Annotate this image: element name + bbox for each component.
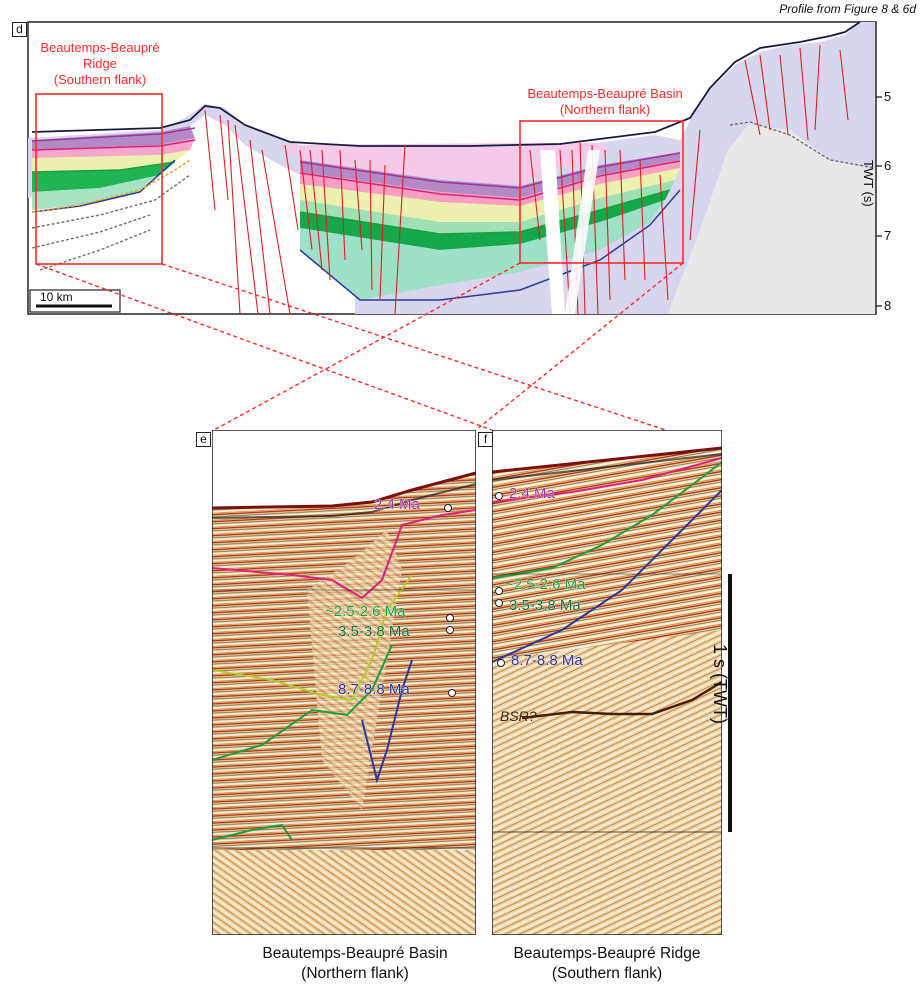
- panel-f-caption: Beautemps-Beaupré Ridge (Southern flank): [482, 944, 732, 984]
- panel-e-caption-line-2: (Northern flank): [225, 964, 485, 984]
- bsr-label: BSR?: [500, 708, 537, 724]
- marker-f-3-5-dot: [495, 599, 503, 607]
- time-scale-label: 1 s (TWT): [709, 644, 730, 724]
- panel-f-caption-line-1: Beautemps-Beaupré Ridge: [482, 944, 732, 964]
- marker-e-8-7: 8.7-8.8 Ma: [338, 681, 410, 698]
- marker-f-8-7-dot: [497, 659, 505, 667]
- marker-e-2-4-dot: [444, 504, 452, 512]
- panel-e-caption-line-1: Beautemps-Beaupré Basin: [225, 944, 485, 964]
- marker-f-2-4: 2.4 Ma: [509, 485, 555, 502]
- panel-e-letter: e: [196, 432, 211, 447]
- marker-f-2-4-dot: [495, 492, 503, 500]
- marker-f-3-5: 3.5-3.8 Ma: [509, 597, 581, 614]
- panel-e-caption: Beautemps-Beaupré Basin (Northern flank): [225, 944, 485, 984]
- marker-f-2-5: ~2.5-2.6 Ma: [505, 576, 585, 593]
- marker-e-3-5-dot: [446, 626, 454, 634]
- marker-e-2-5-dot: [446, 614, 454, 622]
- panel-f-caption-line-2: (Southern flank): [482, 964, 732, 984]
- marker-f-8-7: 8.7-8.8 Ma: [511, 652, 583, 669]
- marker-e-8-7-dot: [448, 689, 456, 697]
- panel-f-letter: f: [478, 432, 493, 447]
- zoom-connector-lines: [0, 0, 922, 460]
- marker-e-2-4: 2.4 Ma: [374, 496, 420, 513]
- marker-f-2-5-dot: [495, 587, 503, 595]
- marker-e-2-5: ~2.5-2.6 Ma: [325, 603, 405, 620]
- marker-e-3-5: 3.5-3.8 Ma: [338, 623, 410, 640]
- panel-f-seismic: [492, 430, 722, 935]
